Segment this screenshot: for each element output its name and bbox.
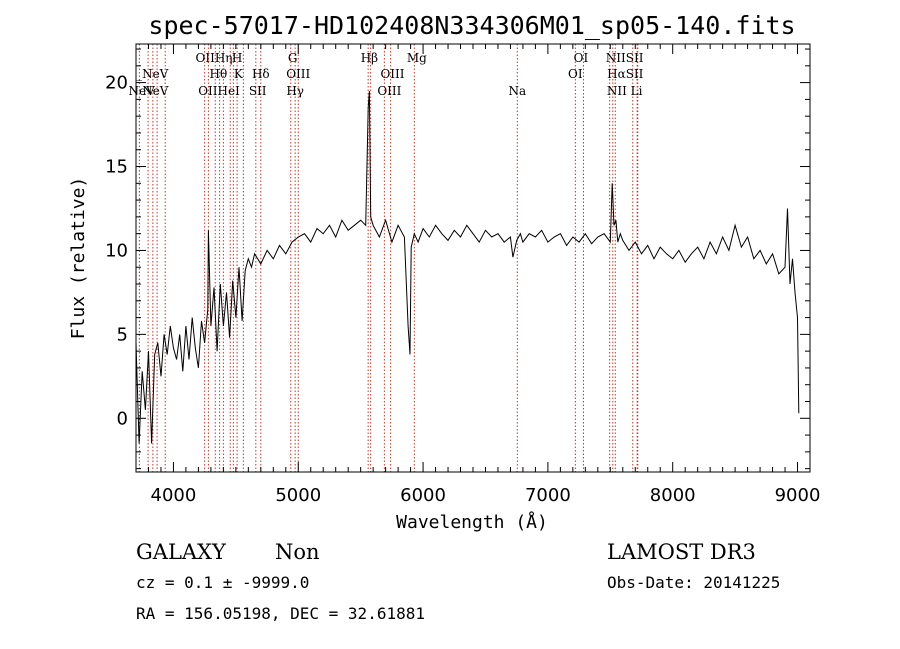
emission-line-label: Hγ xyxy=(286,84,304,98)
emission-line-label: Hβ xyxy=(361,51,378,65)
y-axis-label: Flux (relative) xyxy=(68,177,89,340)
emission-line-label: OIII xyxy=(380,67,404,81)
emission-line-label: OI xyxy=(574,51,589,65)
emission-line-label: OIIHη xyxy=(196,51,233,65)
emission-line-label: Hθ xyxy=(210,67,228,81)
y-tick-label: 20 xyxy=(105,73,128,94)
spectrum-series-line xyxy=(135,90,800,444)
y-tick-label: 10 xyxy=(105,240,128,261)
x-axis-ticks: 4000 5000 6000 7000 8000 9000 xyxy=(135,44,821,506)
emission-line-label: _NeV xyxy=(136,67,169,81)
emission-line-label: NIISII xyxy=(606,51,644,65)
emission-line-label: NII Li xyxy=(607,84,643,98)
emission-line-label: OIII xyxy=(286,67,310,81)
emission-line-label: OIIHeI xyxy=(198,84,240,98)
emission-line-label: Hδ xyxy=(252,67,270,81)
emission-line-label: OI xyxy=(568,67,583,81)
coordinates-line: RA = 156.05198, DEC = 32.61881 xyxy=(136,604,425,623)
emission-line-label: G xyxy=(288,51,298,65)
emission-line-label: NeV xyxy=(128,84,155,98)
emission-line-label: NeV xyxy=(142,84,169,98)
emission-line-label: H xyxy=(232,51,242,65)
emission-line-label: Na xyxy=(508,84,526,98)
emission-line-label: OIII xyxy=(377,84,401,98)
obs-date-line: Obs-Date: 20141225 xyxy=(607,573,780,592)
emission-line-markers xyxy=(138,44,639,472)
y-tick-label: 0 xyxy=(117,408,128,429)
redshift-line: cz = 0.1 ± -9999.0 xyxy=(136,573,309,592)
emission-line-label: K xyxy=(234,67,244,81)
x-tick-label: 9000 xyxy=(775,485,821,506)
x-tick-label: 6000 xyxy=(400,485,446,506)
survey-label: LAMOST DR3 xyxy=(607,540,756,564)
emission-line-label: SII xyxy=(249,84,267,98)
emission-line-label: HαSII xyxy=(607,67,644,81)
y-tick-label: 5 xyxy=(117,324,128,345)
x-tick-label: 7000 xyxy=(525,485,571,506)
x-tick-label: 4000 xyxy=(151,485,197,506)
class-label: GALAXY xyxy=(136,540,227,564)
emission-line-label: Mg xyxy=(407,51,427,65)
y-axis-ticks: 0 5 10 15 20 xyxy=(105,48,810,470)
x-tick-label: 8000 xyxy=(650,485,696,506)
y-tick-label: 15 xyxy=(105,157,128,178)
x-tick-label: 5000 xyxy=(275,485,321,506)
chart-title: spec-57017-HD102408N334306M01_sp05-140.f… xyxy=(148,11,795,40)
subclass-label: Non xyxy=(275,540,320,564)
x-axis-label: Wavelength (Å) xyxy=(396,511,548,533)
